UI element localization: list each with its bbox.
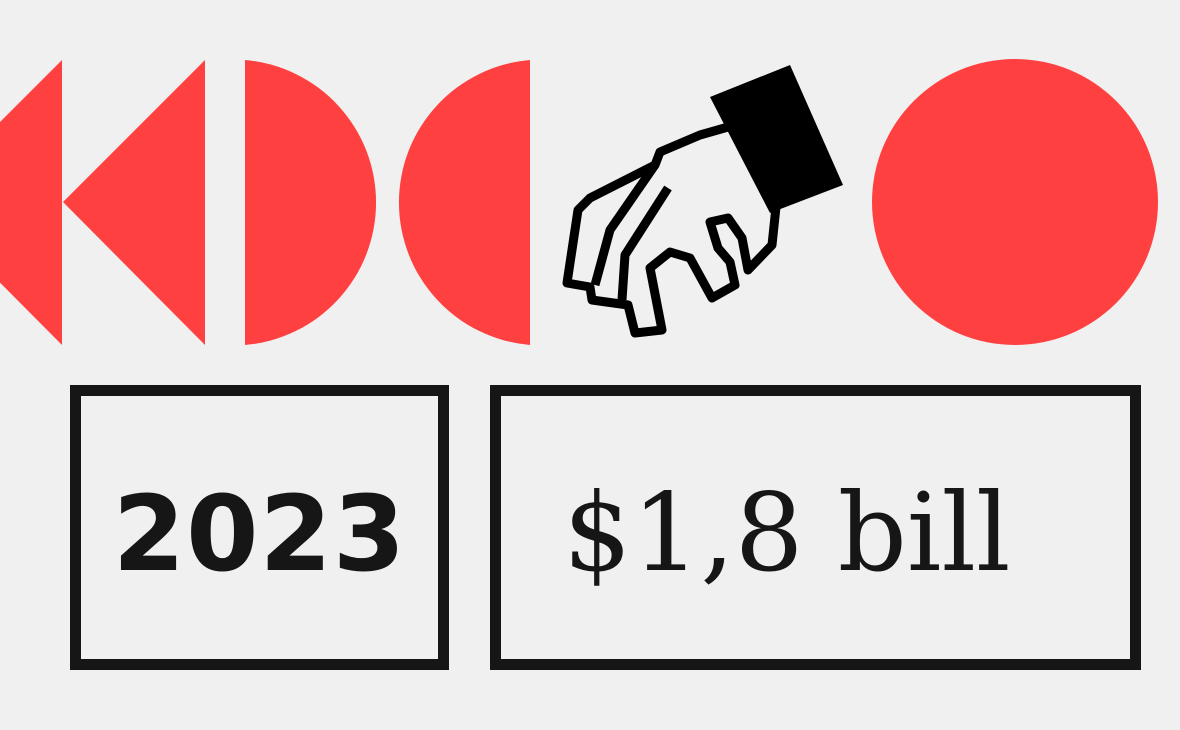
triangle-left-shape-1	[0, 60, 62, 345]
circle-shape	[872, 59, 1158, 345]
year-value: 2023	[112, 472, 407, 595]
hand-reaching-icon	[562, 65, 843, 338]
triangle-left-shape-2	[63, 60, 205, 345]
illustration-row	[0, 59, 1158, 345]
half-circle-right-shape	[245, 60, 377, 345]
year-box: 2023	[70, 385, 449, 670]
half-circle-left-shape	[398, 60, 530, 345]
amount-value: $1,8 bill	[563, 471, 1011, 596]
amount-box: $1,8 bill	[490, 385, 1141, 670]
